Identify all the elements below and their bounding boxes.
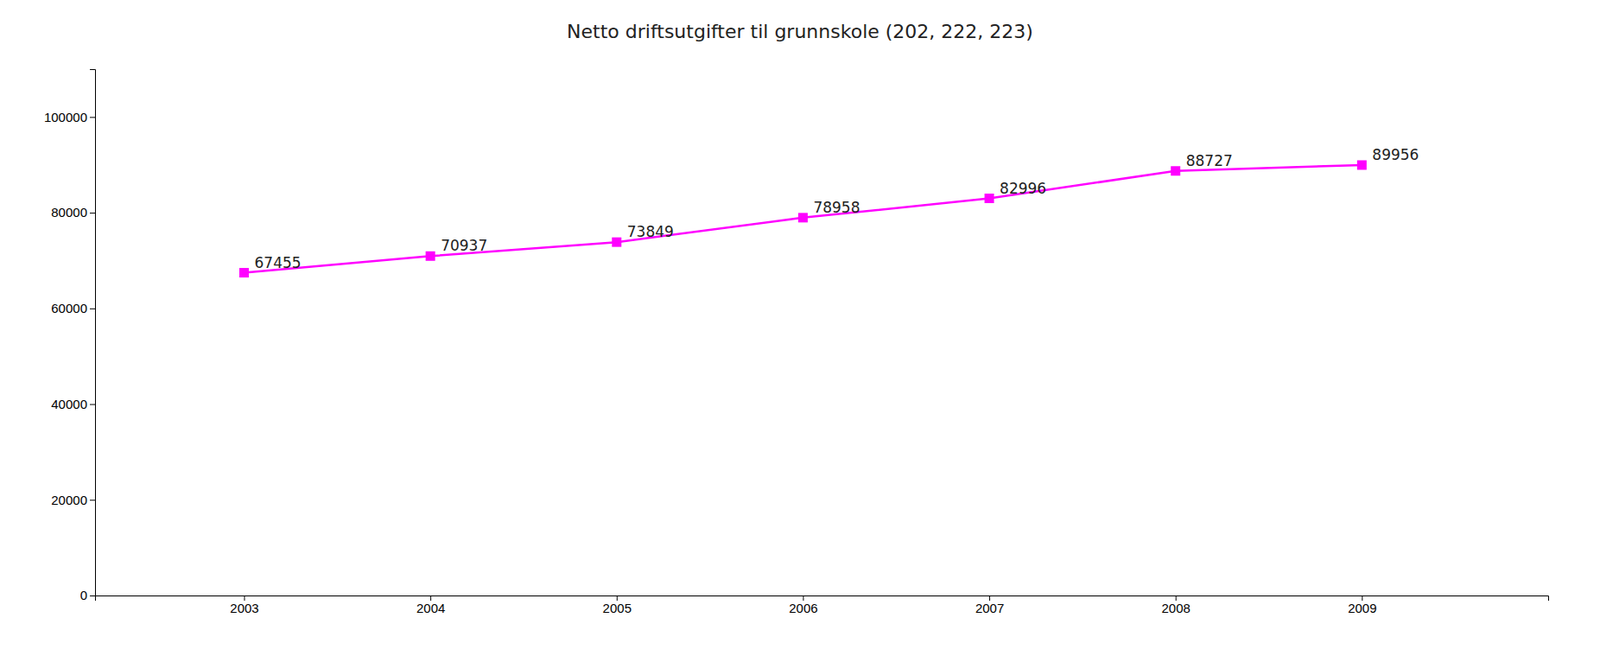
chart: Netto driftsutgifter til grunnskole (202… — [0, 0, 1600, 656]
plot: 2003 2004 2005 2006 2007 2008 2009 0 20000 40000 6… — [44, 69, 1550, 616]
marker — [239, 267, 249, 278]
tick: 2003 — [229, 595, 259, 616]
data-label: 88727 — [1186, 152, 1233, 170]
data-labels: 67455 70937 73849 78958 82996 88727 89956 — [254, 146, 1420, 272]
tick-label: 2007 — [975, 600, 1004, 616]
marker — [425, 251, 436, 261]
tick-label: 100000 — [44, 109, 88, 125]
data-label: 73849 — [627, 222, 674, 241]
tick: 40000 — [50, 396, 96, 412]
marker — [798, 212, 808, 223]
tick: 0 — [80, 587, 96, 603]
marker — [1357, 159, 1367, 170]
tick-label: 2003 — [229, 600, 259, 616]
data-label: 82996 — [999, 179, 1047, 197]
tick-mark — [89, 308, 96, 310]
tick-label: 2008 — [1161, 600, 1191, 616]
tick-mark — [89, 404, 96, 406]
tick: 2005 — [603, 595, 632, 616]
tick-mark — [89, 499, 96, 501]
tick: 2006 — [788, 595, 818, 616]
data-label: 89956 — [1371, 146, 1419, 164]
tick-label: 2006 — [788, 600, 818, 616]
tick: 100000 — [44, 109, 96, 125]
tick-label: 60000 — [50, 300, 88, 316]
tick-label: 2004 — [416, 600, 445, 616]
tick: 60000 — [50, 300, 96, 316]
tick: 2004 — [416, 595, 445, 616]
x-axis: 2003 2004 2005 2006 2007 2008 2009 — [95, 595, 1550, 616]
marker — [1170, 165, 1181, 176]
data-label: 78958 — [812, 198, 860, 216]
marker — [611, 237, 622, 248]
tick: 80000 — [50, 204, 96, 220]
tick: 2008 — [1161, 595, 1191, 616]
tick-mark — [89, 212, 96, 214]
tick-mark — [89, 116, 96, 118]
marks — [239, 159, 1367, 278]
data-label: 67455 — [254, 253, 302, 272]
tick: 2009 — [1347, 595, 1377, 616]
tick-label: 0 — [80, 587, 88, 603]
y-axis: 0 20000 40000 60000 80000 100000 — [44, 69, 96, 604]
line — [244, 165, 1363, 274]
tick-label: 2005 — [603, 600, 632, 616]
tick: 20000 — [50, 492, 96, 508]
data-label: 70937 — [440, 236, 488, 254]
axis-line — [89, 69, 96, 597]
axis-line — [95, 596, 1550, 602]
tick-label: 40000 — [50, 396, 88, 412]
tick: 2007 — [975, 595, 1004, 616]
tick-label: 2009 — [1347, 600, 1377, 616]
tick-label: 20000 — [50, 492, 88, 508]
tick-label: 80000 — [50, 204, 88, 220]
marker — [984, 193, 995, 204]
tick-mark — [89, 595, 96, 597]
title: Netto driftsutgifter til grunnskole (202… — [566, 20, 1034, 43]
